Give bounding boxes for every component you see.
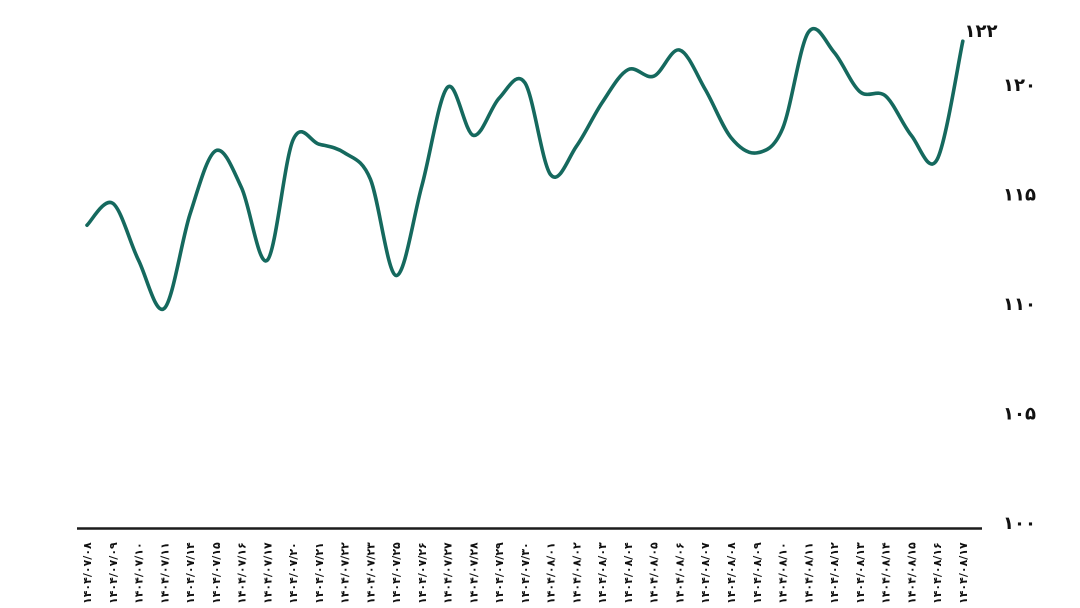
y-axis-tick-label: ۱۱۵ xyxy=(1003,185,1036,206)
x-axis-tick-label: ۱۴۰۴/۰۷/۰۸ xyxy=(81,542,94,604)
x-axis-tick-label: ۱۴۰۴/۰۸/۰۲ xyxy=(570,542,583,604)
x-axis-tick-label: ۱۴۰۴/۰۷/۱۶ xyxy=(236,542,249,604)
x-axis-tick-label: ۱۴۰۴/۰۸/۰۵ xyxy=(648,542,661,604)
x-axis-tick-label: ۱۴۰۴/۰۸/۰۶ xyxy=(674,542,687,604)
x-axis-tick-label: ۱۴۰۴/۰۷/۲۱ xyxy=(313,542,326,604)
x-axis-tick-label: ۱۴۰۴/۰۸/۰۴ xyxy=(622,542,635,604)
x-axis-tick-label: ۱۴۰۴/۰۸/۱۷ xyxy=(957,542,970,604)
x-axis-tick-label: ۱۴۰۴/۰۷/۳۰ xyxy=(519,542,532,604)
x-axis-tick-label: ۱۴۰۴/۰۸/۱۱ xyxy=(802,542,815,604)
x-axis-tick-label: ۱۴۰۴/۰۸/۰۷ xyxy=(699,542,712,604)
x-axis-tick-label: ۱۴۰۴/۰۷/۱۴ xyxy=(184,542,197,604)
x-axis-tick-label: ۱۴۰۴/۰۷/۱۰ xyxy=(133,542,146,604)
x-axis-tick-label: ۱۴۰۴/۰۸/۱۴ xyxy=(880,542,893,604)
x-axis-tick-label: ۱۴۰۴/۰۷/۱۷ xyxy=(261,542,274,604)
x-axis-tick-label: ۱۴۰۴/۰۸/۱۵ xyxy=(905,542,918,604)
y-axis-tick-label: ۱۲۰ xyxy=(1003,75,1036,96)
x-axis-tick-label: ۱۴۰۴/۰۸/۰۳ xyxy=(596,542,609,604)
x-axis-tick-label: ۱۴۰۴/۰۷/۲۲ xyxy=(339,542,352,604)
x-axis-tick-label: ۱۴۰۴/۰۷/۲۷ xyxy=(442,542,455,604)
x-axis-tick-label: ۱۴۰۴/۰۸/۱۰ xyxy=(777,542,790,604)
x-axis-tick-label: ۱۴۰۴/۰۷/۱۱ xyxy=(158,542,171,604)
x-axis-tick-label: ۱۴۰۴/۰۸/۱۶ xyxy=(931,542,944,604)
x-axis-tick-label: ۱۴۰۴/۰۷/۲۸ xyxy=(467,542,480,604)
x-axis-tick-label: ۱۴۰۴/۰۷/۲۵ xyxy=(390,542,403,604)
x-axis-tick-label: ۱۴۰۴/۰۷/۲۰ xyxy=(287,542,300,604)
x-axis-tick-label: ۱۴۰۴/۰۸/۱۳ xyxy=(854,542,867,604)
y-axis-tick-label: ۱۱۰ xyxy=(1003,294,1036,315)
x-axis-tick-label: ۱۴۰۴/۰۷/۲۳ xyxy=(364,542,377,604)
price-line xyxy=(85,26,965,312)
y-axis-tick-label: ۱۰۰ xyxy=(1003,513,1036,534)
x-axis-tick-label: ۱۴۰۴/۰۸/۰۸ xyxy=(725,542,738,604)
x-axis-tick-label: ۱۴۰۴/۰۷/۰۹ xyxy=(107,542,120,604)
x-axis-tick-label: ۱۴۰۴/۰۸/۰۱ xyxy=(545,542,558,604)
x-axis-tick-label: ۱۴۰۴/۰۷/۱۵ xyxy=(210,542,223,604)
x-axis-tick-label: ۱۴۰۴/۰۷/۲۶ xyxy=(416,542,429,604)
x-axis-tick-label: ۱۴۰۴/۰۸/۱۲ xyxy=(828,542,841,604)
y-axis-tick-label: ۱۰۵ xyxy=(1003,404,1036,425)
last-value-label: ۱۲۲ xyxy=(965,21,998,42)
x-axis-tick-label: ۱۴۰۴/۰۸/۰۹ xyxy=(751,542,764,604)
x-axis-tick-label: ۱۴۰۴/۰۷/۲۹ xyxy=(493,542,506,604)
